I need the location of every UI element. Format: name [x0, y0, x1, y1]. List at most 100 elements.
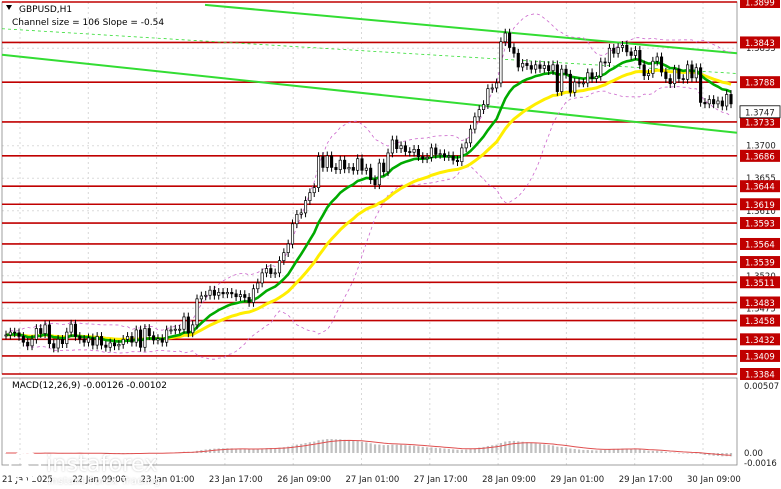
macd-bar — [599, 450, 602, 453]
macd-bar — [590, 450, 594, 453]
macd-bar — [682, 453, 685, 454]
time-label: 29 Jan 17:00 — [619, 475, 673, 485]
candle-body — [529, 65, 533, 70]
candle-body — [503, 32, 507, 43]
level-price-label: 1.3593 — [745, 220, 775, 230]
level-price-label: 1.3564 — [745, 240, 775, 250]
macd-bar — [282, 447, 285, 453]
level-price-badge — [740, 276, 780, 289]
level-price-label: 1.3644 — [745, 183, 775, 193]
macd-title: MACD(12,26,9) -0.00126 -0.00102 — [12, 381, 167, 391]
macd-tick-label: 0.00507 — [744, 382, 779, 392]
candle-body — [21, 336, 25, 343]
candle-body — [65, 331, 69, 345]
macd-bar — [465, 449, 468, 453]
candle-body — [429, 147, 433, 158]
candle-body — [473, 116, 477, 130]
chart-grid — [1, 1, 738, 466]
macd-bar — [504, 441, 507, 453]
candle-body — [165, 329, 169, 343]
candle-body — [260, 272, 264, 284]
candle-body — [581, 82, 585, 85]
candle-body — [564, 68, 568, 75]
macd-bar — [443, 448, 446, 453]
candle-body — [47, 324, 51, 345]
level-price-badge — [740, 217, 780, 230]
macd-bar — [265, 448, 268, 453]
candle-body — [573, 81, 577, 93]
macd-bar — [538, 443, 542, 453]
channel-upper — [204, 3, 738, 55]
candle-body — [560, 68, 564, 92]
candle-body — [208, 289, 212, 296]
candle-body — [629, 51, 633, 56]
macd-bar — [378, 444, 381, 453]
candle-body — [26, 341, 30, 347]
macd-bar — [213, 448, 216, 453]
level-price-label: 1.3733 — [745, 118, 775, 128]
candle-body — [538, 64, 542, 69]
macd-bar — [421, 446, 424, 453]
candle-body — [712, 99, 716, 105]
macd-bar — [356, 441, 359, 453]
candle-body — [264, 268, 269, 274]
macd-bar — [525, 442, 529, 453]
candle-body — [390, 139, 394, 154]
current-price-label: 1.3747 — [745, 108, 775, 118]
macd-bar — [452, 449, 455, 453]
macd-bar — [604, 449, 607, 453]
candle-body — [338, 159, 342, 170]
candle-body — [56, 338, 60, 349]
level-price-label: 1.3619 — [745, 201, 775, 211]
macd-bar — [660, 451, 663, 453]
candle-body — [282, 252, 286, 261]
candle-body — [425, 156, 429, 160]
macd-bar — [582, 449, 585, 453]
macd-bar — [703, 453, 707, 455]
level-price-badge — [740, 36, 780, 49]
macd-bar — [638, 449, 641, 453]
macd-bar — [560, 447, 563, 453]
candle-body — [651, 60, 655, 74]
candle-body — [690, 64, 694, 79]
channel-mid — [1, 28, 738, 74]
candle-body — [334, 167, 338, 170]
candle-body — [308, 192, 312, 201]
candle-body — [434, 147, 438, 155]
dropdown-triangle-icon[interactable] — [6, 5, 12, 10]
time-label: 22 Jan 09:00 — [72, 475, 126, 485]
candle-body — [243, 294, 247, 298]
price-channel — [1, 3, 738, 134]
macd-bar — [634, 448, 637, 453]
candle-body — [130, 336, 134, 343]
macd-bar — [252, 449, 255, 453]
candle-body — [729, 94, 733, 105]
candle-body — [360, 158, 364, 171]
candle-body — [490, 87, 494, 90]
macd-bar — [530, 442, 533, 453]
candle-body — [169, 329, 173, 332]
macd-bar — [261, 448, 264, 453]
band-lower — [5, 86, 732, 360]
macd-bar — [647, 450, 650, 453]
macd-bar — [521, 441, 524, 453]
macd-bar — [395, 444, 398, 453]
candle-body — [373, 179, 377, 186]
macd-bar — [456, 449, 459, 453]
candle-body — [521, 63, 525, 68]
candle-body — [143, 328, 147, 348]
candle-body — [681, 78, 685, 80]
level-price-badge — [740, 314, 780, 327]
candle-body — [199, 295, 203, 300]
candle-body — [525, 63, 529, 66]
level-price-label: 1.3899 — [745, 0, 775, 9]
macd-bar — [725, 453, 728, 457]
candle-body — [633, 50, 638, 56]
candle-body — [330, 155, 334, 168]
candle-body — [234, 293, 238, 298]
level-price-label: 1.3843 — [745, 39, 775, 49]
macd-bar — [343, 439, 346, 453]
candle-body — [126, 336, 130, 340]
level-price-badge — [740, 237, 780, 250]
level-price-badge — [740, 349, 780, 362]
